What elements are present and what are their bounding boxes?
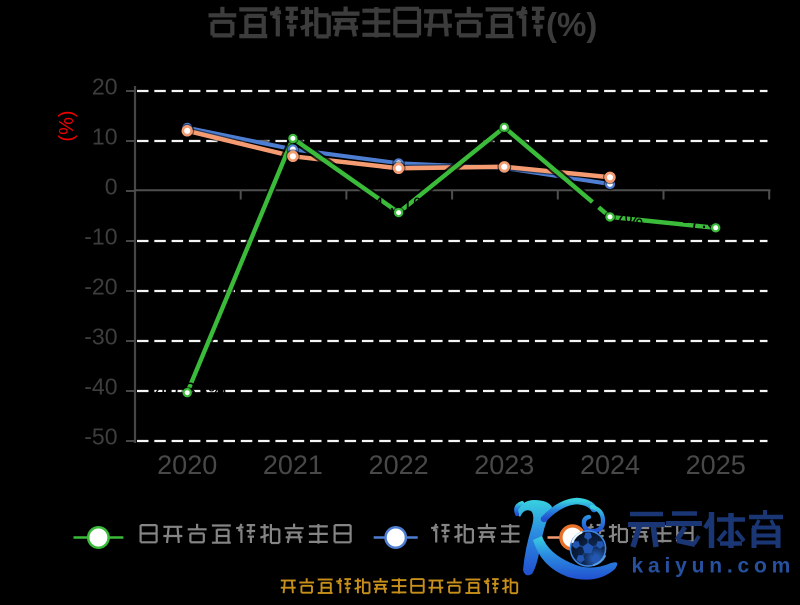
svg-text:2022: 2022: [369, 450, 429, 480]
svg-text:(%): (%): [546, 6, 597, 43]
svg-text:2021: 2021: [263, 450, 323, 480]
svg-text:2023: 2023: [474, 450, 534, 480]
svg-text:kaiyun.com: kaiyun.com: [632, 555, 796, 578]
svg-text:-4.31%: -4.31%: [365, 194, 432, 217]
svg-text:2024: 2024: [580, 450, 640, 480]
svg-text:-7.36%: -7.36%: [682, 210, 749, 233]
svg-text:-40: -40: [84, 374, 117, 400]
svg-text:20: 20: [92, 74, 118, 100]
svg-text:-10: -10: [84, 224, 117, 250]
svg-text:2025: 2025: [686, 450, 746, 480]
svg-text:-50: -50: [84, 424, 117, 450]
svg-text:0: 0: [105, 174, 118, 200]
svg-text:(%): (%): [56, 110, 78, 141]
svg-text:-30: -30: [84, 324, 117, 350]
svg-text:2020: 2020: [157, 450, 217, 480]
svg-text:-20: -20: [84, 274, 117, 300]
svg-text:10: 10: [92, 124, 118, 150]
